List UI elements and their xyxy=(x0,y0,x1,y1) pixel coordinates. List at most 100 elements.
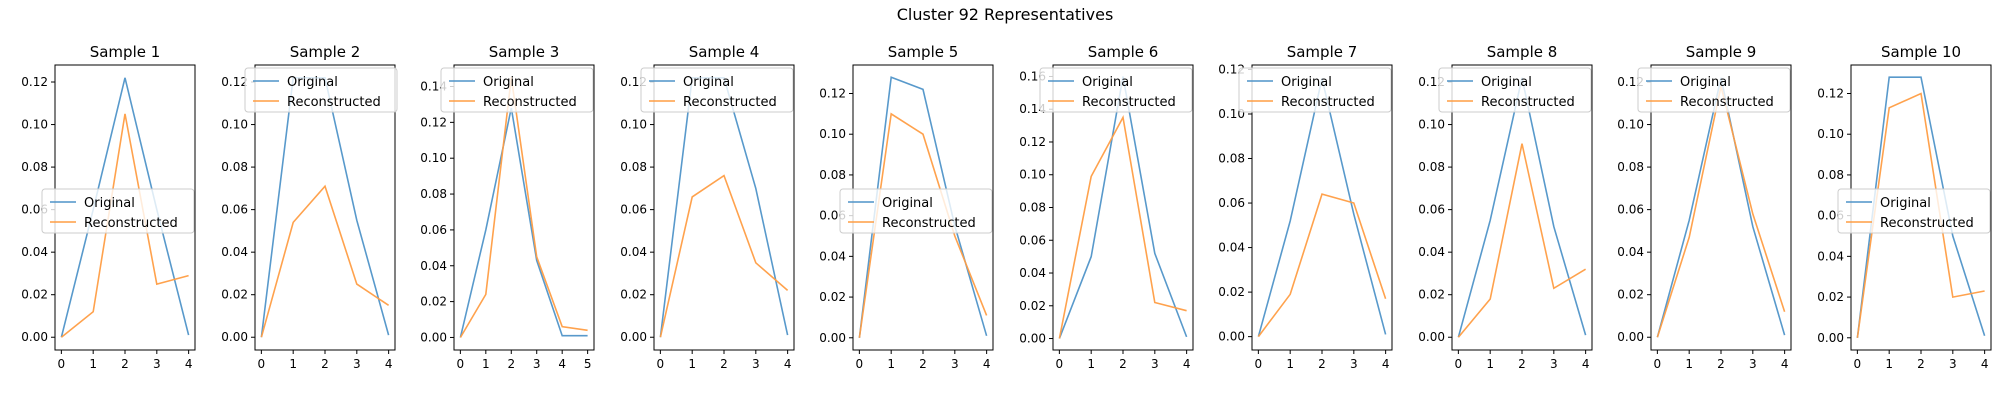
y-tick-label: 0.02 xyxy=(1617,288,1644,302)
y-tick-label: 0.12 xyxy=(1019,135,1046,149)
y-tick-label: 0.10 xyxy=(1218,107,1245,121)
y-tick-label: 0.04 xyxy=(21,245,48,259)
legend: Original Reconstructed xyxy=(1238,67,1392,113)
legend: Original Reconstructed xyxy=(41,188,195,234)
x-tick-label: 2 xyxy=(720,357,728,371)
x-tick-label: 0 xyxy=(856,357,864,371)
y-tick-label: 0.16 xyxy=(1019,69,1046,83)
y-tick-label: 0.02 xyxy=(221,288,248,302)
x-tick-label: 3 xyxy=(353,357,361,371)
x-tick-label: 5 xyxy=(584,357,592,371)
subplot-title: Sample 7 xyxy=(1287,43,1358,61)
subplot-grid: Sample 1 0.00 0.02 0.04 0.06 0.08 0.10 0.12 0 1 2 3… xyxy=(21,43,1992,371)
subplot-title: Sample 5 xyxy=(888,43,959,61)
subplot-title: Sample 8 xyxy=(1487,43,1558,61)
legend-label: Reconstructed xyxy=(1880,216,1974,231)
x-tick-label: 2 xyxy=(919,357,927,371)
x-tick-label: 0 xyxy=(1854,357,1862,371)
x-tick-label: 1 xyxy=(89,357,97,371)
y-tick-label: 0.02 xyxy=(1817,290,1844,304)
legend: Original Reconstructed xyxy=(1438,67,1592,113)
y-tick-label: 0.08 xyxy=(1019,201,1046,215)
x-tick-label: 3 xyxy=(951,357,959,371)
x-tick-label: 4 xyxy=(185,357,193,371)
legend-label: Reconstructed xyxy=(683,95,777,110)
legend-label: Reconstructed xyxy=(483,95,577,110)
y-tick-label: 0.08 xyxy=(420,187,447,201)
x-tick-label: 2 xyxy=(1518,357,1526,371)
subplot-5: Sample 5 0.00 0.02 0.04 0.06 0.08 0.10 0.12 0 1 2 3… xyxy=(819,43,994,371)
y-tick-label: 0.06 xyxy=(21,203,48,217)
x-tick-label: 3 xyxy=(1949,357,1957,371)
y-tick-label: 0.06 xyxy=(1019,233,1046,247)
y-tick-label: 0.04 xyxy=(620,245,647,259)
x-tick-label: 0 xyxy=(657,357,665,371)
legend-box xyxy=(640,67,794,113)
x-tick-label: 1 xyxy=(1486,357,1494,371)
y-tick-label: 0.02 xyxy=(21,288,48,302)
y-tick-label: 0.10 xyxy=(1617,118,1644,132)
legend-box xyxy=(41,188,195,234)
x-tick-label: 0 xyxy=(1654,357,1662,371)
y-tick-label: 0.10 xyxy=(221,118,248,132)
x-tick-label: 2 xyxy=(1318,357,1326,371)
y-tick-label: 0.12 xyxy=(819,87,846,101)
x-tick-label: 4 xyxy=(1183,357,1191,371)
x-tick-label: 3 xyxy=(1749,357,1757,371)
x-tick-label: 2 xyxy=(1917,357,1925,371)
series-line-reconstructed xyxy=(1058,114,1187,339)
y-tick-label: 0.02 xyxy=(819,290,846,304)
legend-box xyxy=(1039,67,1193,113)
series-line-reconstructed xyxy=(1257,193,1387,338)
x-tick-label: 2 xyxy=(321,357,329,371)
legend-box xyxy=(440,67,594,113)
y-tick-label: 0.10 xyxy=(1817,127,1844,141)
subplot-title: Sample 10 xyxy=(1881,43,1961,61)
x-tick-label: 4 xyxy=(983,357,991,371)
x-tick-label: 0 xyxy=(1056,357,1064,371)
subplot-title: Sample 9 xyxy=(1686,43,1757,61)
x-tick-label: 0 xyxy=(1455,357,1463,371)
y-tick-label: 0.00 xyxy=(620,330,647,344)
y-tick-label: 0.00 xyxy=(1617,330,1644,344)
y-tick-label: 0.04 xyxy=(420,259,447,273)
y-tick-label: 0.08 xyxy=(1418,160,1445,174)
y-tick-label: 0.04 xyxy=(1218,241,1245,255)
y-tick-label: 0.04 xyxy=(221,245,248,259)
legend-box xyxy=(1637,67,1791,113)
x-tick-label: 3 xyxy=(1350,357,1358,371)
y-tick-label: 0.02 xyxy=(420,295,447,309)
series-line-reconstructed xyxy=(659,174,789,338)
legend-label: Reconstructed xyxy=(287,95,381,110)
y-tick-label: 0.06 xyxy=(1218,196,1245,210)
x-tick-label: 1 xyxy=(1286,357,1294,371)
y-tick-label: 0.12 xyxy=(1617,75,1644,89)
y-tick-label: 0.10 xyxy=(819,127,846,141)
legend-box xyxy=(1837,188,1991,234)
y-tick-label: 0.08 xyxy=(819,168,846,182)
y-tick-label: 0.10 xyxy=(420,151,447,165)
x-tick-label: 4 xyxy=(1382,357,1390,371)
legend-box xyxy=(839,188,993,234)
y-tick-label: 0.06 xyxy=(1617,203,1644,217)
y-tick-label: 0.14 xyxy=(420,80,447,94)
y-tick-label: 0.08 xyxy=(21,160,48,174)
y-tick-label: 0.10 xyxy=(1418,118,1445,132)
subplot-3: Sample 3 0.00 0.02 0.04 0.06 0.08 0.10 0.12 0.14… xyxy=(420,43,595,371)
subplot-9: Sample 9 0.00 0.02 0.04 0.06 0.08 0.10 0.12 0 1 2 3… xyxy=(1617,43,1792,371)
y-tick-label: 0.12 xyxy=(420,115,447,129)
y-tick-label: 0.12 xyxy=(620,75,647,89)
x-tick-label: 1 xyxy=(1685,357,1693,371)
x-tick-label: 1 xyxy=(887,357,895,371)
legend-box xyxy=(1238,67,1392,113)
subplot-7: Sample 7 0.00 0.02 0.04 0.06 0.08 0.10 0.12 0 1 2 3… xyxy=(1218,43,1393,371)
y-tick-label: 0.04 xyxy=(1817,249,1844,263)
series-line-reconstructed xyxy=(60,113,189,338)
x-tick-label: 1 xyxy=(289,357,297,371)
y-tick-label: 0.12 xyxy=(1218,62,1245,76)
series-line-reconstructed xyxy=(1856,92,1985,338)
x-tick-label: 3 xyxy=(1151,357,1159,371)
subplot-title: Sample 3 xyxy=(489,43,560,61)
legend: Original Reconstructed xyxy=(244,67,398,113)
